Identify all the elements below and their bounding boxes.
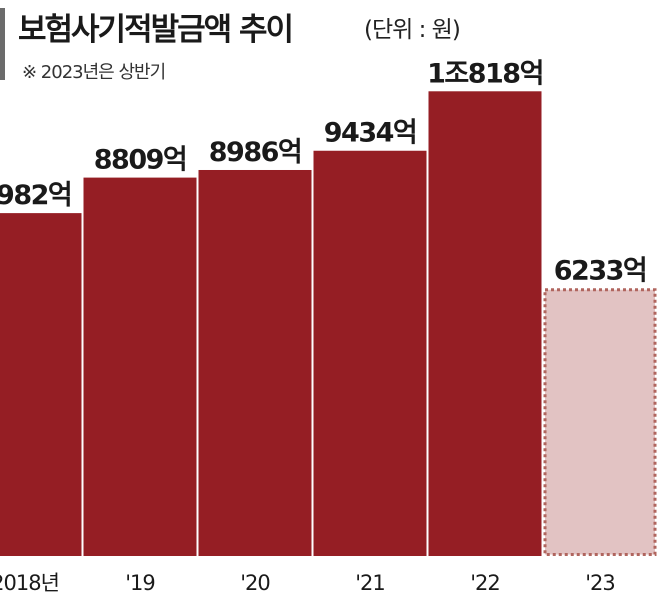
x-tick-label-3: '20	[240, 571, 270, 595]
bar-value-label-5: 1조818억	[427, 58, 543, 89]
bar-value-label-4: 9434억	[324, 118, 417, 149]
bar-value-label-1: 7982억	[0, 180, 71, 211]
bar-5	[428, 91, 542, 556]
bar-value-label-6: 6233억	[554, 255, 647, 286]
x-tick-label-5: '22	[470, 571, 500, 595]
bar-value-label-2: 8809억	[94, 145, 187, 176]
bar-2	[83, 177, 197, 556]
bar-1	[0, 213, 82, 557]
bar-value-label-3: 8986억	[209, 137, 302, 168]
x-tick-label-1: 2018년	[0, 571, 59, 595]
unit-label: (단위 : 원)	[364, 17, 461, 43]
x-tick-label-6: '23	[585, 571, 615, 595]
chart-title: 보험사기적발금액 추이	[18, 12, 294, 48]
title-accent-bar	[0, 8, 5, 80]
footnote: ※ 2023년은 상반기	[22, 62, 166, 83]
x-tick-label-4: '21	[355, 571, 385, 595]
x-tick-label-2: '19	[125, 571, 155, 595]
bar-6	[543, 288, 657, 556]
bar-3	[198, 169, 312, 557]
bar-4	[313, 150, 427, 556]
